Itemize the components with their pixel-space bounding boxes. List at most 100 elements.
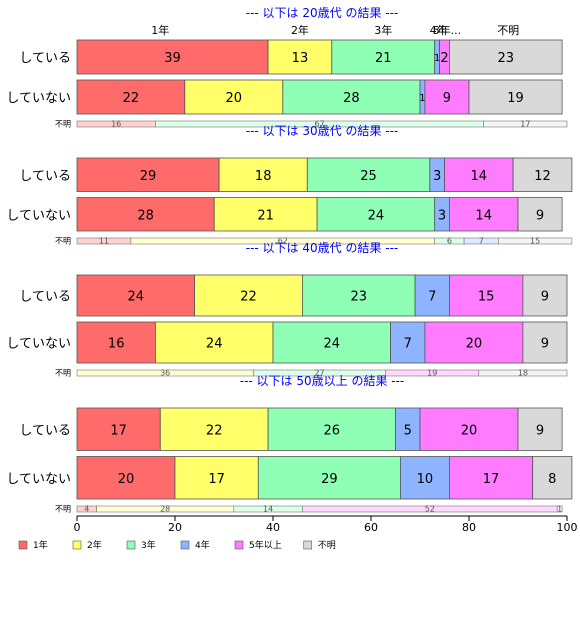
data-label: 1 (434, 53, 440, 64)
panel-title: --- 以下は 20歳代 の結果 --- (246, 6, 399, 20)
panel-title: --- 以下は 30歳代 の結果 --- (246, 124, 399, 138)
data-label: 28 (137, 208, 154, 223)
unknown-data-label: 36 (160, 369, 170, 378)
data-label: 8 (548, 472, 556, 487)
unknown-row-label: 不明 (55, 369, 71, 378)
data-label: 17 (208, 472, 225, 487)
data-label: 16 (108, 337, 125, 352)
data-label: 7 (404, 337, 412, 352)
unknown-data-label: 16 (111, 120, 121, 129)
data-label: 24 (324, 337, 341, 352)
data-label: 20 (461, 423, 478, 438)
data-label: 9 (536, 208, 544, 223)
legend-label: 5年以上 (249, 539, 282, 551)
bar-segment (522, 274, 568, 317)
top-category-label: 2年 (291, 23, 309, 37)
unknown-data-label: 6 (447, 237, 452, 246)
unknown-data-label: 18 (518, 369, 528, 378)
bar-segment (448, 197, 519, 232)
data-label: 29 (321, 472, 338, 487)
unknown-row-label: 不明 (55, 505, 71, 514)
unknown-data-label: 14 (263, 505, 273, 514)
unknown-data-label: 62 (278, 237, 288, 246)
unknown-row-label: 不明 (55, 120, 71, 129)
row-label: していない (6, 337, 71, 352)
bar-segment (301, 274, 416, 317)
data-label: 28 (343, 91, 360, 106)
row-label: していない (6, 208, 71, 223)
unknown-data-label: 15 (530, 237, 540, 246)
data-label: 24 (128, 290, 145, 305)
bar-segment (512, 157, 573, 192)
x-tick-label: 20 (168, 521, 182, 534)
unknown-data-label: 4 (84, 505, 89, 514)
bar-segment (419, 407, 519, 451)
bar-segment (448, 274, 524, 317)
data-label: 24 (206, 337, 223, 352)
row-label: していない (6, 472, 71, 487)
bar-segment (399, 456, 450, 500)
data-label: 17 (110, 423, 127, 438)
data-label: 22 (240, 290, 257, 305)
data-label: 23 (350, 290, 367, 305)
x-tick-label: 60 (364, 521, 378, 534)
data-label: 22 (123, 91, 140, 106)
data-label: 21 (375, 51, 392, 66)
unknown-data-label: 28 (160, 505, 170, 514)
bar-segment (218, 157, 308, 192)
data-label: 39 (164, 51, 181, 66)
legend-label: 1年 (33, 539, 48, 551)
top-category-label: 3年 (374, 23, 392, 37)
bar-segment (267, 407, 396, 451)
bar-segment (76, 79, 186, 115)
bar-segment (448, 39, 563, 75)
row-label: している (19, 423, 71, 438)
data-label: 9 (443, 91, 451, 106)
bar-segment (267, 39, 333, 75)
unknown-bar-segment (483, 120, 568, 128)
unknown-data-label: 11 (99, 237, 109, 246)
legend-swatch (303, 540, 313, 550)
bar-segment (76, 157, 220, 192)
data-label: 26 (324, 423, 341, 438)
data-label: 13 (292, 51, 309, 66)
bar-segment (424, 79, 470, 115)
bar-segment (76, 407, 161, 451)
legend-swatch (126, 540, 136, 550)
data-label: 10 (417, 472, 434, 487)
data-label: 3 (438, 208, 446, 223)
bar-segment (76, 274, 195, 317)
unknown-bar-segment (478, 369, 568, 377)
x-tick-label: 80 (462, 521, 476, 534)
data-label: 18 (255, 169, 272, 184)
x-tick-label: 100 (557, 521, 578, 534)
data-label: 9 (541, 290, 549, 305)
legend-label: 2年 (87, 539, 102, 551)
bar-segment (159, 407, 269, 451)
data-label: 2 (440, 51, 448, 66)
top-category-label: 1年 (151, 23, 169, 37)
bar-segment (468, 79, 563, 115)
data-label: 23 (497, 51, 514, 66)
row-label: している (19, 290, 71, 305)
data-label: 9 (536, 423, 544, 438)
legend-label: 4年 (195, 539, 210, 551)
data-label: 19 (507, 91, 524, 106)
data-label: 3 (433, 169, 441, 184)
unknown-data-label: 19 (427, 369, 437, 378)
top-category-label: 不明 (497, 24, 519, 37)
unknown-bar-segment (498, 237, 573, 245)
panel-title: --- 以下は 40歳代 の結果 --- (246, 241, 399, 255)
bar-segment (76, 197, 215, 232)
unknown-data-label: 7 (479, 237, 484, 246)
legend-swatch (18, 540, 28, 550)
x-tick-label: 0 (74, 521, 81, 534)
bar-segment (390, 321, 426, 364)
top-category-label: 5年... (433, 23, 462, 37)
bar-segment (257, 456, 401, 500)
bar-segment (316, 197, 436, 232)
bar-segment (306, 157, 431, 192)
row-label: していない (6, 91, 71, 106)
data-label: 22 (206, 423, 223, 438)
